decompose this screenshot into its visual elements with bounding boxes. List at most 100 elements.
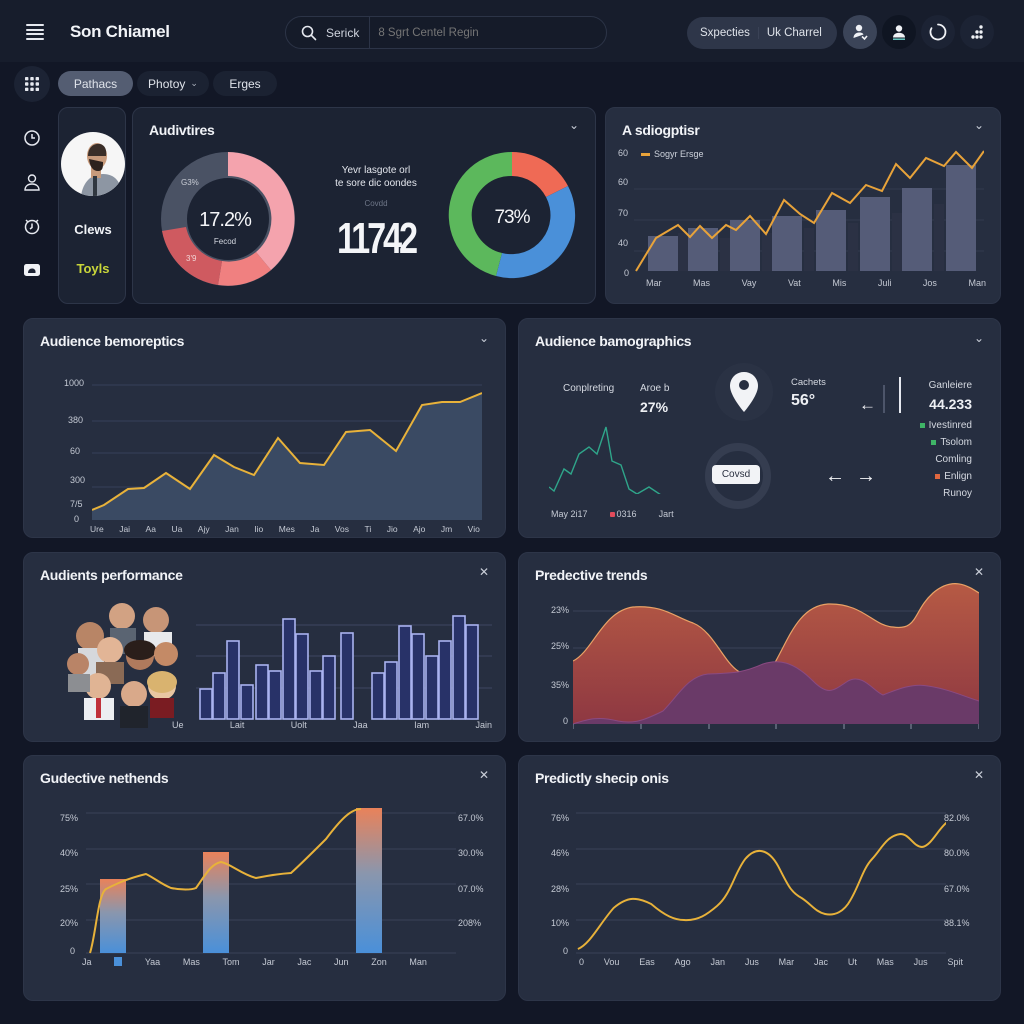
alarm-icon[interactable] bbox=[22, 216, 42, 236]
metric-value-area: 27% bbox=[640, 399, 669, 415]
user-share-button[interactable] bbox=[843, 15, 877, 49]
legend-swatch bbox=[931, 440, 937, 445]
profile-tag: Toyls bbox=[76, 261, 110, 276]
y-tick: 35% bbox=[551, 680, 570, 690]
arrow-right-icon[interactable]: → bbox=[856, 465, 876, 487]
segment-option-1[interactable]: Sxpecties bbox=[687, 27, 759, 39]
chip-erges[interactable]: Erges bbox=[213, 71, 277, 96]
y-tick-right: 30.0% bbox=[458, 848, 484, 858]
y-tick: 60 bbox=[70, 446, 81, 456]
location-label: Cachets bbox=[791, 377, 826, 388]
location-pin-icon[interactable] bbox=[715, 363, 773, 421]
demographics-metrics-panel: Audience bamographics ⌄ Conplreting Aroe… bbox=[518, 318, 1001, 538]
donut2-center-value: 73% bbox=[494, 207, 530, 228]
donut-label-top: G3% bbox=[181, 178, 199, 187]
panel-title: Predictly shecip onis bbox=[535, 770, 669, 786]
clock-icon[interactable] bbox=[22, 128, 42, 148]
audience-photo-collage bbox=[64, 598, 186, 730]
legend-item: Ivestinred bbox=[919, 420, 972, 431]
refresh-button[interactable] bbox=[921, 15, 955, 49]
search-input[interactable] bbox=[370, 26, 591, 39]
chart-legend: Sogyr Ersge bbox=[641, 149, 704, 159]
y-tick: 7/5 bbox=[70, 499, 83, 509]
metric-label-completing: Conplreting bbox=[563, 383, 615, 394]
arrow-left-icon[interactable]: ← bbox=[859, 395, 876, 414]
legend-item: Enlign bbox=[935, 471, 972, 482]
sparkline-chart bbox=[549, 426, 661, 494]
chip-photoy-dropdown[interactable]: Photoy ⌄ bbox=[137, 71, 209, 96]
stat-value: 11742 bbox=[337, 214, 418, 263]
performance-panel: Audients performance ✕ Ue Lait Uol bbox=[23, 552, 506, 742]
chevron-down-icon[interactable]: ⌄ bbox=[478, 331, 490, 345]
legend-item: Tsolom bbox=[931, 437, 972, 448]
chevron-down-icon[interactable]: ⌄ bbox=[568, 118, 580, 132]
metric-label-right: Ganleiere bbox=[928, 380, 972, 391]
x-axis: Ure Jai Aa Ua Ajy Jan Iio Mes Ja Vos Ti Jio Ajo Jm Vio bbox=[90, 524, 480, 534]
panel-title: Audients performance bbox=[40, 567, 183, 583]
y-tick: 0 bbox=[563, 716, 569, 726]
donut-chart-1 bbox=[161, 152, 295, 286]
profile-name: Clews bbox=[74, 222, 112, 237]
divider-bar bbox=[883, 385, 885, 413]
legend-swatch bbox=[641, 152, 650, 156]
segment-option-2[interactable]: Uk Charrel bbox=[766, 27, 822, 39]
search-icon bbox=[292, 17, 326, 48]
donut-center-label: Fecod bbox=[213, 237, 237, 246]
panel-title: Predective trends bbox=[535, 567, 648, 583]
app-title: Son Chiamel bbox=[70, 22, 170, 41]
top-bar: Son Chiamel Serick Sxpecties Uk Charrel bbox=[0, 0, 1024, 62]
channel-segment: Sxpecties Uk Charrel bbox=[687, 17, 837, 49]
y-tick: 46% bbox=[551, 848, 570, 858]
y-tick: 40% bbox=[60, 848, 79, 858]
chevron-down-icon[interactable]: ⌄ bbox=[973, 118, 985, 132]
chip-pathacs[interactable]: Pathacs bbox=[58, 71, 133, 96]
legend-item: Comling bbox=[935, 454, 972, 465]
sparkline-x-axis: May 2i17 0316 Jart bbox=[551, 509, 674, 519]
legend-list: Ivestinred Tsolom Comling Enlign Runoy bbox=[919, 420, 972, 499]
more-apps-button[interactable] bbox=[960, 15, 994, 49]
profile-button[interactable] bbox=[882, 15, 916, 49]
close-icon[interactable]: ✕ bbox=[478, 565, 490, 579]
y-tick: 0 bbox=[74, 514, 80, 524]
stat-small-label: Covdd bbox=[364, 199, 388, 208]
demographics-chart-panel: Audience bemoreptics ⌄ 1000 380 60 300 7… bbox=[23, 318, 506, 538]
hamburger-menu-icon[interactable] bbox=[26, 24, 44, 40]
y-tick-right: 67.0% bbox=[458, 813, 484, 823]
panel-title: A sdiogptisr bbox=[622, 122, 700, 138]
legend-dot bbox=[609, 512, 615, 517]
legend-swatch bbox=[919, 423, 925, 428]
search-bar[interactable]: Serick bbox=[285, 16, 607, 49]
y-tick: 25% bbox=[60, 884, 79, 894]
x-axis: Mar Mas Vay Vat Mis Juli Jos Man bbox=[646, 278, 986, 288]
legend-item: Runoy bbox=[943, 488, 972, 499]
avatar[interactable] bbox=[61, 132, 125, 196]
chevron-down-icon[interactable]: ⌄ bbox=[973, 331, 985, 345]
close-icon[interactable]: ✕ bbox=[973, 768, 985, 782]
profile-panel: Clews Toyls bbox=[58, 107, 126, 304]
donut-chart-2 bbox=[448, 151, 576, 279]
user-share-icon bbox=[853, 24, 868, 41]
donut-label-bottom: 3'9 bbox=[186, 254, 197, 263]
y-tick: 75% bbox=[60, 813, 79, 823]
covsd-button[interactable]: Covsd bbox=[712, 465, 760, 484]
x-axis: Ue Lait Uolt Jaa Iam Jain bbox=[172, 720, 492, 730]
location-value: 56° bbox=[791, 392, 816, 409]
metric-label-area: Aroe b bbox=[640, 383, 670, 394]
y-tick: 70 bbox=[618, 208, 629, 218]
user-icon[interactable] bbox=[22, 172, 42, 192]
area-line-chart bbox=[92, 384, 482, 520]
apps-grid-button[interactable] bbox=[14, 66, 50, 102]
close-icon[interactable]: ✕ bbox=[478, 768, 490, 782]
grid-icon bbox=[25, 77, 39, 91]
y-tick: 23% bbox=[551, 605, 570, 615]
y-tick: 20% bbox=[60, 918, 79, 928]
y-tick: 1000 bbox=[64, 378, 85, 388]
arrow-left-icon[interactable]: ← bbox=[825, 465, 845, 487]
refresh-ring-icon bbox=[929, 23, 947, 41]
audience-panel: Audivtires ⌄ G3% 3'9 17.2% Fecod Yevr la… bbox=[132, 107, 596, 304]
y-tick-right: 07.0% bbox=[458, 884, 484, 894]
legend-swatch bbox=[935, 474, 941, 479]
cloud-folder-icon[interactable] bbox=[22, 260, 42, 280]
sdiogptisr-panel: A sdiogptisr ⌄ 60 60 70 40 0 Sogyr Ersge… bbox=[605, 107, 1001, 304]
close-icon[interactable]: ✕ bbox=[973, 565, 985, 579]
